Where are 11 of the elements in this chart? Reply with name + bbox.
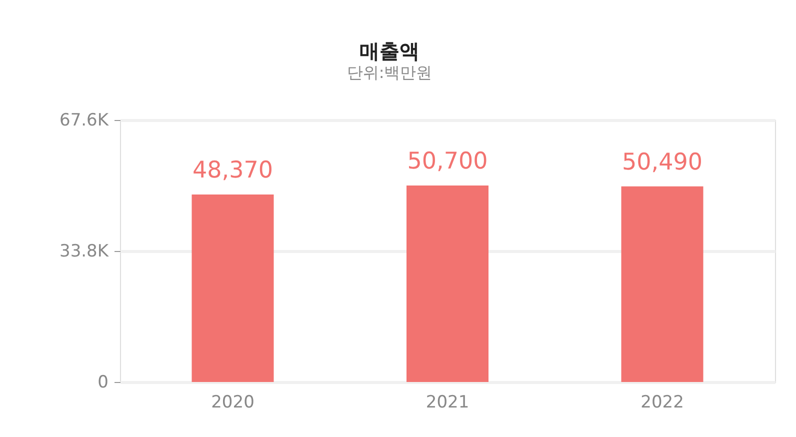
y-tick-label: 67.6K [60, 110, 110, 130]
chart-subtitle: 단위:백만원 [346, 63, 432, 82]
data-label: 48,370 [192, 158, 273, 184]
data-label: 50,490 [622, 149, 702, 176]
x-tick-label: 2022 [640, 392, 684, 412]
x-tick-label: 2021 [426, 392, 470, 412]
y-tick-label: 33.8K [60, 242, 110, 262]
data-label: 50,700 [407, 148, 488, 174]
chart-title: 매출액 [360, 39, 420, 63]
y-tick-label: 0 [98, 372, 108, 392]
x-tick-label: 2020 [211, 392, 254, 412]
